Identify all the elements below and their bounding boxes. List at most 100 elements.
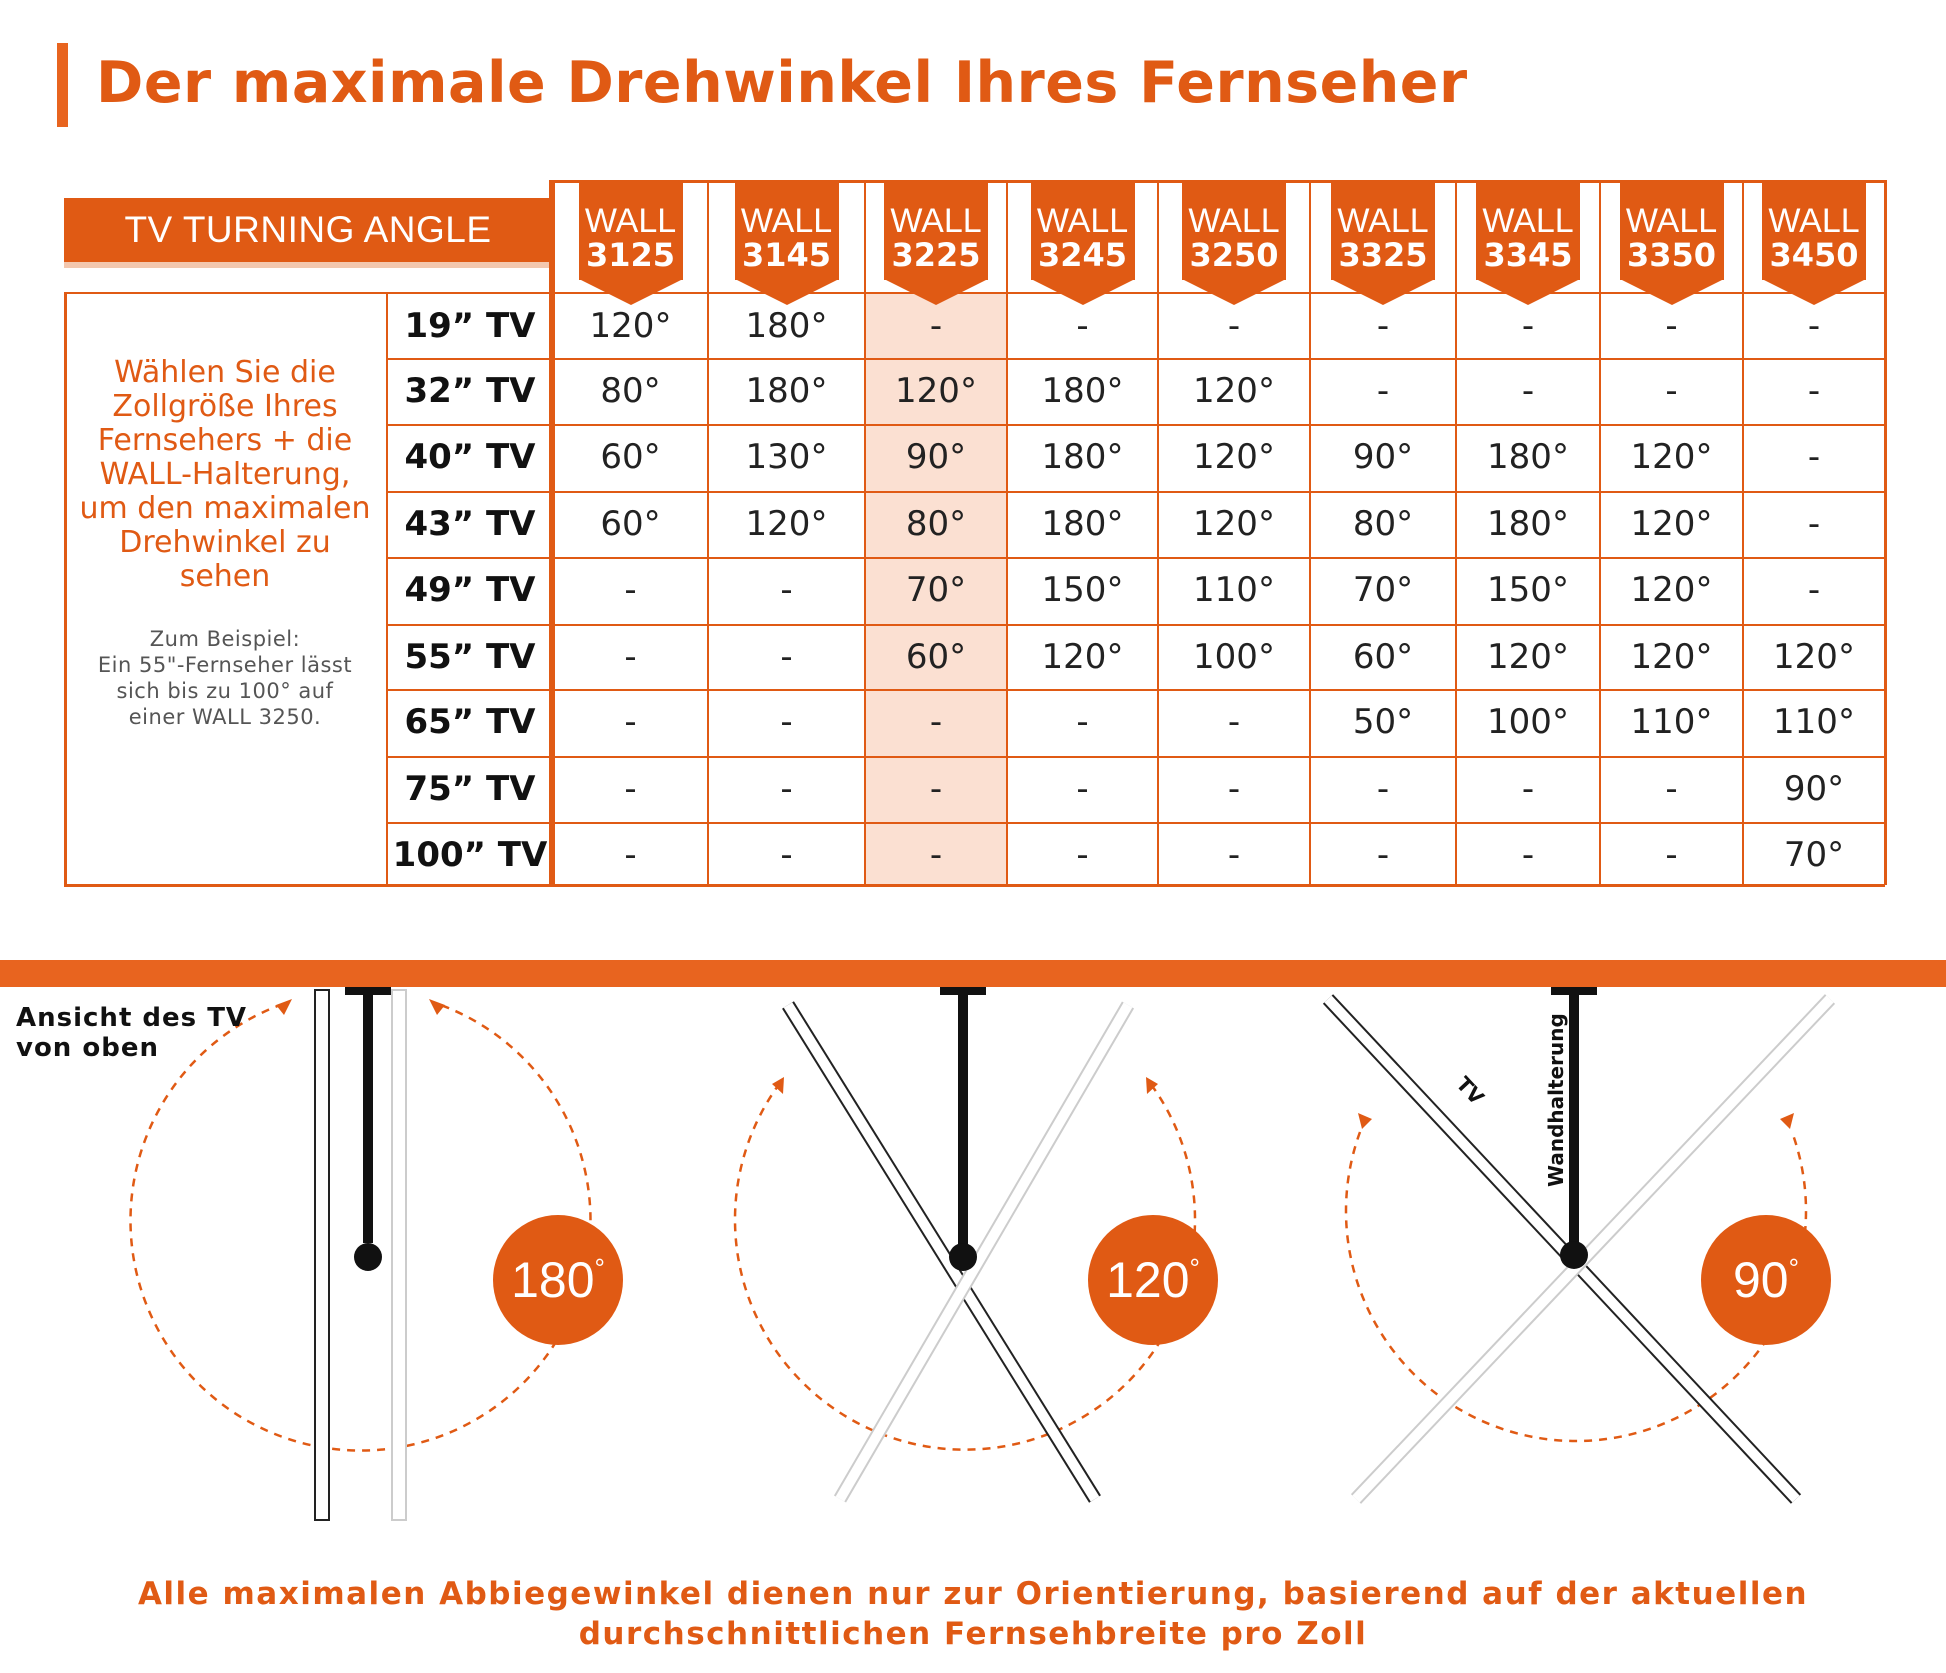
pivot bbox=[1560, 1241, 1588, 1269]
pivot bbox=[354, 1243, 382, 1271]
angle-cell: - bbox=[1227, 702, 1241, 742]
model-header-3345: WALL 3345 bbox=[1476, 182, 1580, 306]
tv-size-label: 65” TV bbox=[404, 702, 536, 742]
angle-cell: 60° bbox=[1352, 637, 1414, 677]
tab-body bbox=[884, 182, 988, 280]
diagram-180 bbox=[129, 987, 592, 1521]
angle-cell: 90° bbox=[1352, 437, 1414, 477]
instruction-line: WALL-Halterung, bbox=[99, 457, 351, 492]
diagram-90: TV Wandhalterung bbox=[1322, 987, 1836, 1504]
angle-cell: - bbox=[780, 835, 793, 875]
instruction-line: Drehwinkel zu bbox=[119, 525, 331, 560]
angle-cell: 120° bbox=[745, 504, 828, 544]
tab-body bbox=[1476, 182, 1580, 280]
instruction-line: um den maximalen bbox=[79, 491, 371, 526]
angle-cell: - bbox=[1807, 437, 1821, 477]
angle-cell: - bbox=[1376, 371, 1390, 411]
angle-value: 120 bbox=[1106, 1252, 1190, 1308]
angle-cell: - bbox=[929, 702, 943, 742]
label-shadow bbox=[64, 262, 552, 268]
row-divider bbox=[386, 424, 1885, 426]
angle-cell: 120° bbox=[1630, 437, 1713, 477]
model-prefix: WALL bbox=[1768, 202, 1860, 240]
angle-cell: 120° bbox=[895, 371, 977, 411]
angle-cell: 120° bbox=[1630, 570, 1713, 610]
angle-badge-120: 120 ° bbox=[1088, 1215, 1218, 1345]
angle-cell: - bbox=[1807, 371, 1821, 411]
angle-cell: 90° bbox=[1783, 769, 1845, 809]
angle-cell: - bbox=[929, 835, 943, 875]
model-header-3450: WALL 3450 bbox=[1762, 182, 1866, 306]
view-label: Ansicht des TV von oben bbox=[16, 1003, 247, 1063]
tv-size-label: 32” TV bbox=[404, 371, 536, 411]
angle-cell: 100° bbox=[1193, 637, 1275, 677]
column-divider bbox=[1455, 180, 1457, 885]
tv-panel-ghost bbox=[391, 989, 407, 1521]
tab-body bbox=[1762, 182, 1866, 280]
angle-cell: 150° bbox=[1041, 570, 1124, 610]
angle-unit: ° bbox=[1788, 1252, 1800, 1283]
angle-cell: - bbox=[1665, 306, 1678, 346]
row-divider bbox=[386, 624, 1885, 626]
angle-cell: - bbox=[1665, 835, 1678, 875]
angle-cell: 50° bbox=[1352, 702, 1414, 742]
mount-plate bbox=[345, 987, 391, 995]
arrow-head-left bbox=[772, 1077, 784, 1094]
footnote-line: Alle maximalen Abbiegewinkel dienen nur … bbox=[137, 1576, 1809, 1612]
tv-panel-ghost-inner bbox=[1352, 995, 1834, 1503]
model-header-3350: WALL 3350 bbox=[1619, 182, 1724, 306]
row-divider bbox=[386, 689, 1885, 691]
instruction-line: Fernsehers + die bbox=[97, 423, 353, 458]
angle-cell: 180° bbox=[1041, 504, 1124, 544]
model-prefix: WALL bbox=[1188, 202, 1280, 240]
column-divider bbox=[1157, 180, 1159, 885]
model-prefix: WALL bbox=[740, 202, 833, 240]
table-bottom-border bbox=[64, 884, 1885, 887]
rotation-diagram: TV Wandhalterung bbox=[129, 987, 1836, 1521]
tab-body bbox=[734, 182, 839, 280]
angle-cell: 120° bbox=[1630, 637, 1713, 677]
model-number: 3345 bbox=[1483, 236, 1573, 274]
angle-cell: - bbox=[1521, 306, 1535, 346]
turning-angle-label: TV TURNING ANGLE bbox=[64, 198, 552, 262]
angle-cell: 110° bbox=[1773, 702, 1855, 742]
tab-body bbox=[1619, 182, 1724, 280]
angle-cell: - bbox=[1076, 769, 1089, 809]
example-text: Zum Beispiel: Ein 55"-Fernseher lässt si… bbox=[72, 626, 378, 730]
tab-body bbox=[578, 182, 683, 280]
arrow-head-right bbox=[1780, 1113, 1794, 1129]
angle-cell: - bbox=[1807, 306, 1821, 346]
tab-body bbox=[1182, 182, 1286, 280]
angle-cell: - bbox=[1227, 835, 1241, 875]
angle-cell: - bbox=[624, 637, 637, 677]
angle-badge-180: 180 ° bbox=[493, 1215, 623, 1345]
angle-cell: 90° bbox=[905, 437, 967, 477]
angle-cell: - bbox=[780, 702, 793, 742]
angle-value: 180 bbox=[511, 1252, 595, 1308]
tv-panel-ghost-inner bbox=[835, 1002, 1133, 1502]
example-line: einer WALL 3250. bbox=[128, 705, 322, 729]
instruction-line: Wählen Sie die bbox=[114, 355, 336, 390]
header-top-border bbox=[553, 180, 1885, 183]
mount-label: Wandhalterung bbox=[1544, 1013, 1568, 1187]
mount-arm bbox=[958, 995, 968, 1245]
view-label-line: von oben bbox=[16, 1033, 159, 1063]
model-header-3125: WALL 3125 bbox=[578, 182, 683, 306]
model-header-3245: WALL 3245 bbox=[1030, 182, 1135, 306]
model-number: 3225 bbox=[891, 236, 981, 274]
angle-cell: - bbox=[1076, 835, 1089, 875]
model-prefix: WALL bbox=[584, 202, 677, 240]
model-number: 3125 bbox=[585, 236, 676, 274]
angle-unit: ° bbox=[1189, 1252, 1200, 1283]
arrow-head-left bbox=[1358, 1113, 1372, 1129]
angle-cell: - bbox=[1227, 306, 1241, 346]
angle-cell: - bbox=[1521, 835, 1535, 875]
arrow-head-left bbox=[276, 999, 292, 1015]
angle-cell: - bbox=[624, 769, 637, 809]
column-divider bbox=[1742, 180, 1744, 885]
angle-cell: - bbox=[780, 637, 793, 677]
page-title: Der maximale Drehwinkel Ihres Fernseher bbox=[96, 50, 1468, 116]
angle-cell: - bbox=[1376, 306, 1390, 346]
example-line: Zum Beispiel: bbox=[149, 627, 301, 651]
model-number: 3145 bbox=[741, 236, 832, 274]
